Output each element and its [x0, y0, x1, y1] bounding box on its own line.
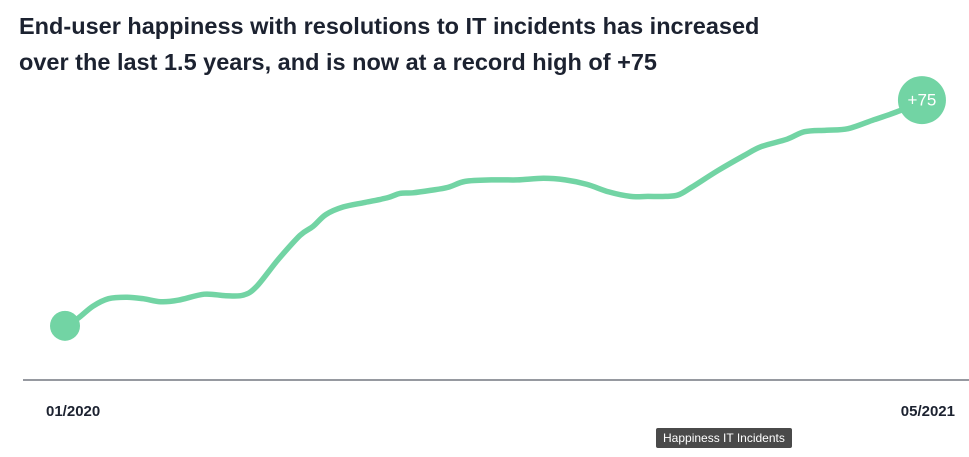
chart-title-line-1: End-user happiness with resolutions to I…: [19, 13, 760, 39]
tooltip: Happiness IT Incidents: [656, 428, 792, 448]
end-point-marker: [897, 76, 946, 125]
chart-title-line-2: over the last 1.5 years, and is now at a…: [19, 49, 657, 75]
chart-title: End-user happiness with resolutions to I…: [19, 8, 919, 80]
end-value-label: +75: [908, 91, 937, 110]
x-tick-label-end: 05/2021: [901, 403, 955, 420]
start-point-marker: [50, 310, 80, 341]
x-tick-label-start: 01/2020: [46, 403, 100, 420]
series-line: [62, 97, 925, 329]
